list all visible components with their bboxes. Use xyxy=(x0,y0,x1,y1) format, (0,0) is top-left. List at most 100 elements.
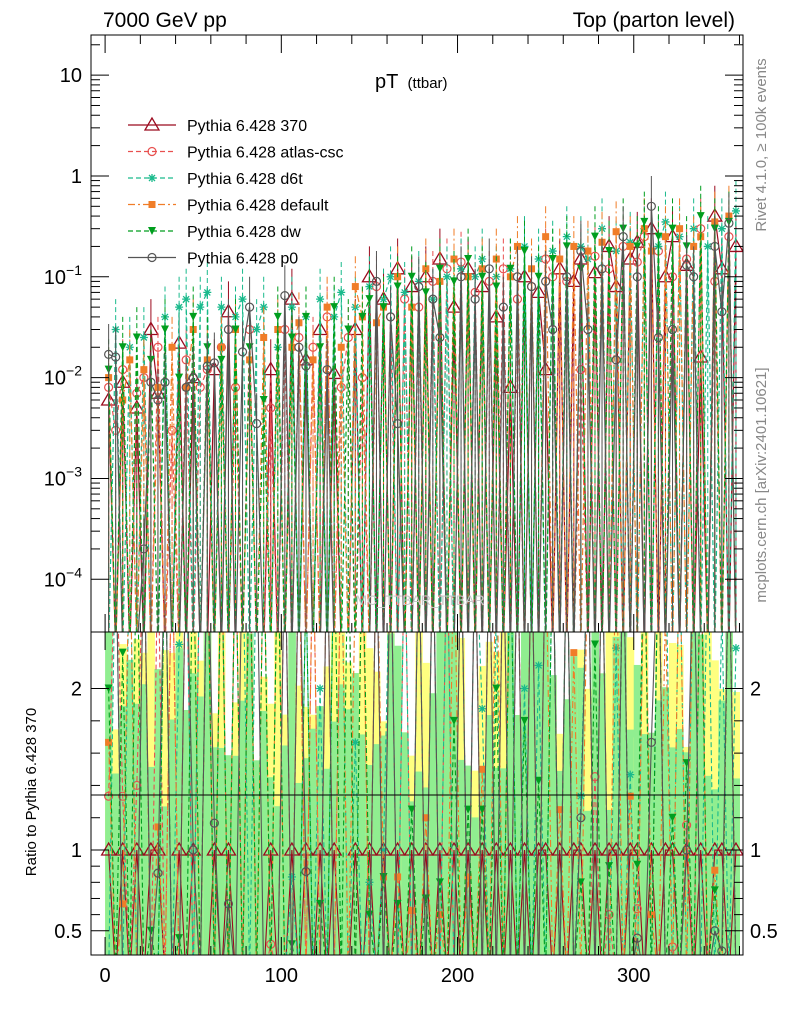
data-point xyxy=(148,174,156,182)
data-point xyxy=(731,206,740,215)
data-point xyxy=(407,805,416,814)
data-point xyxy=(209,358,219,368)
ratio-band-green xyxy=(337,684,346,955)
data-point xyxy=(118,791,128,801)
legend-label: Pythia 6.428 default xyxy=(187,198,329,215)
data-point xyxy=(597,264,607,274)
data-point xyxy=(326,841,343,856)
y-tick-label: 1 xyxy=(71,166,82,188)
plot-title: pT (ttbar) xyxy=(375,71,448,93)
data-point xyxy=(223,324,234,335)
data-point xyxy=(400,288,409,297)
data-point xyxy=(478,704,487,713)
data-point xyxy=(548,255,557,264)
data-point xyxy=(371,276,382,286)
data-point xyxy=(273,312,282,321)
main-plot-series xyxy=(100,175,743,632)
ratio-band-green xyxy=(563,699,571,955)
data-point xyxy=(520,684,529,693)
ratio-band-green xyxy=(450,632,459,955)
data-point xyxy=(435,264,444,273)
data-point xyxy=(203,288,212,297)
data-point xyxy=(646,201,656,211)
ratio-band-green xyxy=(408,801,416,955)
data-point xyxy=(459,841,477,856)
data-point xyxy=(731,644,740,653)
legend-label: Pythia 6.428 370 xyxy=(187,118,307,135)
data-point xyxy=(653,332,664,343)
data-point xyxy=(607,841,625,856)
data-point xyxy=(287,872,296,881)
data-point xyxy=(260,333,268,341)
ratio-band-green xyxy=(471,817,480,955)
data-point xyxy=(445,841,463,856)
data-point xyxy=(361,841,378,856)
data-point xyxy=(403,841,420,856)
ratio-band-green xyxy=(147,766,155,955)
data-point xyxy=(393,899,402,908)
ratio-band-green xyxy=(415,771,423,955)
data-point xyxy=(337,343,345,351)
ratio-band-green xyxy=(323,768,332,955)
data-point xyxy=(442,272,451,281)
data-point xyxy=(132,333,141,342)
data-point xyxy=(223,899,234,909)
data-point xyxy=(128,841,145,856)
ratio-band-green xyxy=(520,632,529,955)
data-point xyxy=(474,841,491,856)
series-pythia-6-428-p0 xyxy=(104,175,737,632)
data-point xyxy=(414,281,424,292)
data-point xyxy=(160,377,170,387)
data-point xyxy=(422,265,430,273)
data-point xyxy=(534,661,543,670)
data-point xyxy=(724,218,734,228)
data-point xyxy=(119,900,127,908)
data-point xyxy=(492,684,501,693)
ratio-line xyxy=(108,632,737,955)
data-point xyxy=(502,841,519,856)
data-point xyxy=(421,894,430,903)
ratio-band-green xyxy=(189,673,198,955)
ratio-band-green xyxy=(654,700,663,955)
data-point xyxy=(238,295,247,304)
ratio-band-green xyxy=(344,709,353,955)
ratio-band-green xyxy=(718,700,726,955)
ratio-band-green xyxy=(126,659,134,955)
data-point xyxy=(206,841,223,856)
data-point xyxy=(337,288,346,297)
ratio-y-tick-label: 1 xyxy=(71,840,82,862)
ratio-band-yellow xyxy=(161,650,170,955)
ratio-band-green xyxy=(253,760,261,955)
x-tick-label: 200 xyxy=(441,965,474,987)
data-point xyxy=(139,333,148,342)
data-point xyxy=(478,765,486,773)
data-point xyxy=(632,904,642,914)
data-point xyxy=(217,355,226,364)
data-point xyxy=(188,845,198,855)
legend-label: Pythia 6.428 atlas-csc xyxy=(187,145,344,162)
data-point xyxy=(175,373,184,382)
ratio-band-green xyxy=(690,632,698,955)
rivet-label: Rivet 4.1.0, ≥ 100k events xyxy=(753,58,770,231)
data-point xyxy=(301,312,310,321)
ratio-y-tick-label: 0.5 xyxy=(54,921,82,943)
legend-entry: Pythia 6.428 atlas-csc xyxy=(128,145,344,162)
watermark: MC_TTBAR_TTBAR xyxy=(355,592,484,608)
ratio-band-green xyxy=(316,706,325,955)
data-point xyxy=(386,272,395,281)
data-point xyxy=(309,356,317,364)
ratio-band-green xyxy=(401,732,409,955)
data-point xyxy=(548,247,557,256)
data-point xyxy=(682,260,692,270)
data-point xyxy=(717,224,726,233)
data-point xyxy=(344,325,353,334)
data-point xyxy=(220,841,237,856)
ratio-y-tick-label: 2 xyxy=(71,679,82,701)
legend-label: Pythia 6.428 dw xyxy=(187,224,301,241)
data-point xyxy=(217,303,226,312)
data-point xyxy=(605,247,614,256)
ratio-band-green xyxy=(168,719,177,955)
ratio-line xyxy=(116,632,737,955)
data-point xyxy=(118,343,127,352)
data-point xyxy=(548,324,558,335)
